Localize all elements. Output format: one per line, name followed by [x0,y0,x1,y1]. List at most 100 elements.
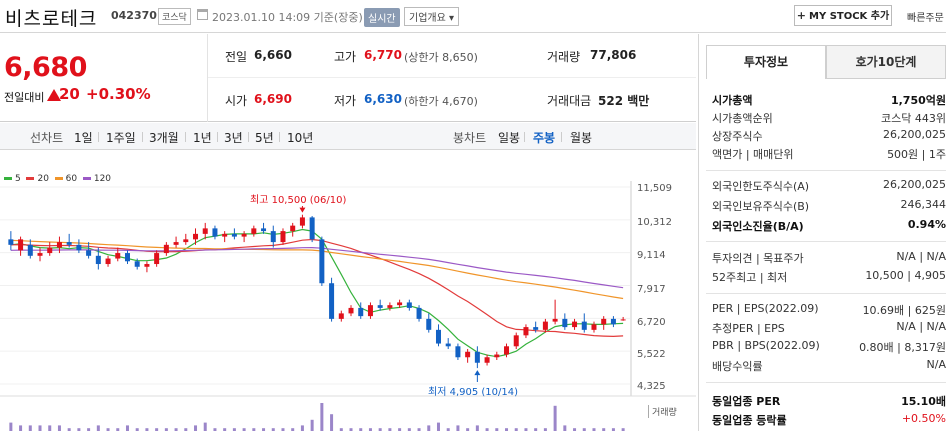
divider [248,132,249,142]
divider [207,34,208,122]
candle-body [163,244,169,254]
volume-bar [475,425,479,431]
tab-orderbook-10[interactable]: 호가10단계 [826,45,946,79]
volume-bar [184,428,188,431]
candle-body [435,329,441,344]
divider [706,293,946,294]
add-mystock-label: MY STOCK 추가 [809,11,890,22]
volume-bar [38,425,42,431]
candle-body [319,239,325,284]
candle-body [144,264,150,267]
period-10y[interactable]: 10년 [287,131,314,145]
volume-bar [19,425,23,431]
high-value: 6,770 [364,48,402,62]
candle-body [542,321,548,330]
volume-bar [524,428,528,431]
volume-bar [87,428,91,431]
volume-bar [203,422,207,431]
candle-body [348,307,354,314]
ma-line-60 [10,239,624,300]
tab-investment-info[interactable]: 투자정보 [706,45,826,79]
volume-bar [135,428,139,431]
candle-body [222,233,228,237]
up-triangle-icon [47,89,61,101]
volume-bar [271,428,275,431]
candle-weekly[interactable]: 주봉 [533,131,556,145]
diff-percent: +0.30% [86,85,151,103]
info-row-industry-per: 동일업종 PER 15.10배 [712,395,946,408]
candle-body [173,242,179,245]
candle-body [552,318,558,322]
corp-overview-dropdown[interactable]: 기업개요 ▾ [404,7,459,26]
volume-bar [300,425,304,431]
volume-bar [28,425,32,431]
candlestick-chart-svg[interactable] [0,151,696,431]
info-row-dividend: 배당수익률 N/A [712,358,946,373]
ma-line-20 [10,238,624,338]
candle-daily[interactable]: 일봉 [498,131,521,145]
stock-name: 비츠로테크 [5,8,98,30]
plus-icon: + [796,9,807,22]
divider [706,170,946,171]
stock-header: 비츠로테크 042370 코스닥 2023.01.10 14:09 기준(장중)… [0,0,946,33]
volume-bar [174,428,178,431]
high-arrow-head [299,207,306,213]
realtime-button[interactable]: 실시간 [364,8,400,27]
period-3y[interactable]: 3년 [224,131,243,145]
volume-bar [339,428,343,431]
candle-body [202,228,208,234]
volume-bar [446,428,450,431]
volume-bar [621,428,625,431]
legend-ma60: 60 [54,174,77,184]
divider [208,77,696,78]
period-5y[interactable]: 5년 [255,131,274,145]
y-tick: 11,509 [637,183,672,194]
period-1y[interactable]: 1년 [193,131,212,145]
info-row-market-cap-rank: 시가총액순위 코스닥 443위 [712,112,946,125]
add-mystock-button[interactable]: + MY STOCK 추가 [794,5,892,26]
candle-body [455,346,461,358]
period-1d[interactable]: 1일 [74,131,93,145]
candle-monthly[interactable]: 월봉 [570,131,593,145]
candle-body [95,255,101,265]
volume-bar [505,428,509,431]
candle-body [416,307,422,319]
candle-body [406,302,412,308]
volume-bar [417,428,421,431]
divider [279,132,280,142]
volume-bar [427,425,431,431]
volume-bar [553,405,557,431]
quick-order-link[interactable]: 빠른주문 [907,13,944,24]
volume-bar [164,428,168,431]
trade-amount-label: 거래대금 [547,94,592,108]
divider [698,34,699,431]
divider [98,132,99,142]
volume-bar [398,428,402,431]
volume-bar [145,428,149,431]
candle-body [183,239,189,243]
volume-bar [573,428,577,431]
volume-bar [514,428,518,431]
price-chart[interactable] [0,151,696,431]
candle-body [377,305,383,308]
high-label: 고가 [334,50,357,64]
volume-axis-label: 거래량 [648,405,677,418]
candle-body [591,324,597,330]
candle-body [474,351,480,363]
candle-body [280,231,286,243]
period-3m[interactable]: 3개월 [149,131,179,145]
low-annotation: 최저 4,905 (10/14) [428,387,519,398]
volume-bar [213,428,217,431]
volume-bar [155,428,159,431]
volume-bar [349,428,353,431]
candle-body [309,217,315,240]
period-1w[interactable]: 1주일 [106,131,136,145]
candle-body [27,244,33,256]
volume-bar [9,422,13,431]
divider [706,382,946,383]
divider [185,132,186,142]
lower-limit: (하한가 4,670) [404,95,478,108]
candle-body [66,242,72,245]
volume-bar [77,428,81,431]
trade-amount-value: 522 백만 [598,94,650,108]
